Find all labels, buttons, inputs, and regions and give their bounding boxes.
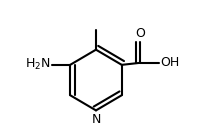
Text: H$_2$N: H$_2$N (25, 57, 51, 72)
Text: OH: OH (160, 56, 179, 69)
Text: O: O (135, 27, 145, 40)
Text: N: N (91, 113, 101, 126)
